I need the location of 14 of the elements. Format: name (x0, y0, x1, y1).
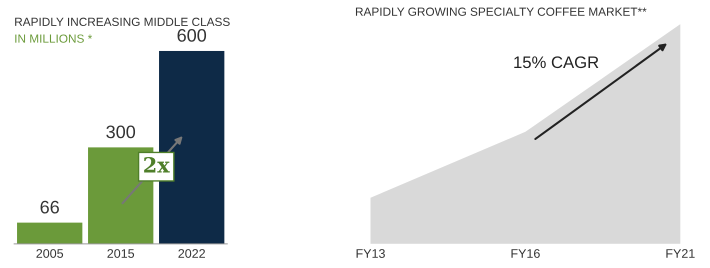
chart-subtitle: IN MILLIONS * (15, 34, 92, 43)
chart-title: RAPIDLY INCREASING MIDDLE CLASS (15, 18, 230, 26)
x-tick-label: FY16 (511, 249, 540, 258)
annotation: 15% CAGR (514, 56, 598, 68)
data-label: 66 (40, 200, 59, 214)
data-label: 600 (178, 29, 206, 42)
x-tick-label: FY13 (356, 249, 385, 258)
data-label: 300 (106, 125, 136, 138)
chart-title: RAPIDLY GROWING SPECIALTY COFFEE MARKET** (356, 8, 647, 16)
x-tick-label: 2022 (178, 249, 205, 258)
x-tick-label: FY21 (666, 249, 695, 258)
x-tick-label: 2015 (107, 249, 134, 258)
x-tick-label: 2005 (36, 249, 64, 258)
annotation: 2x (144, 156, 170, 172)
